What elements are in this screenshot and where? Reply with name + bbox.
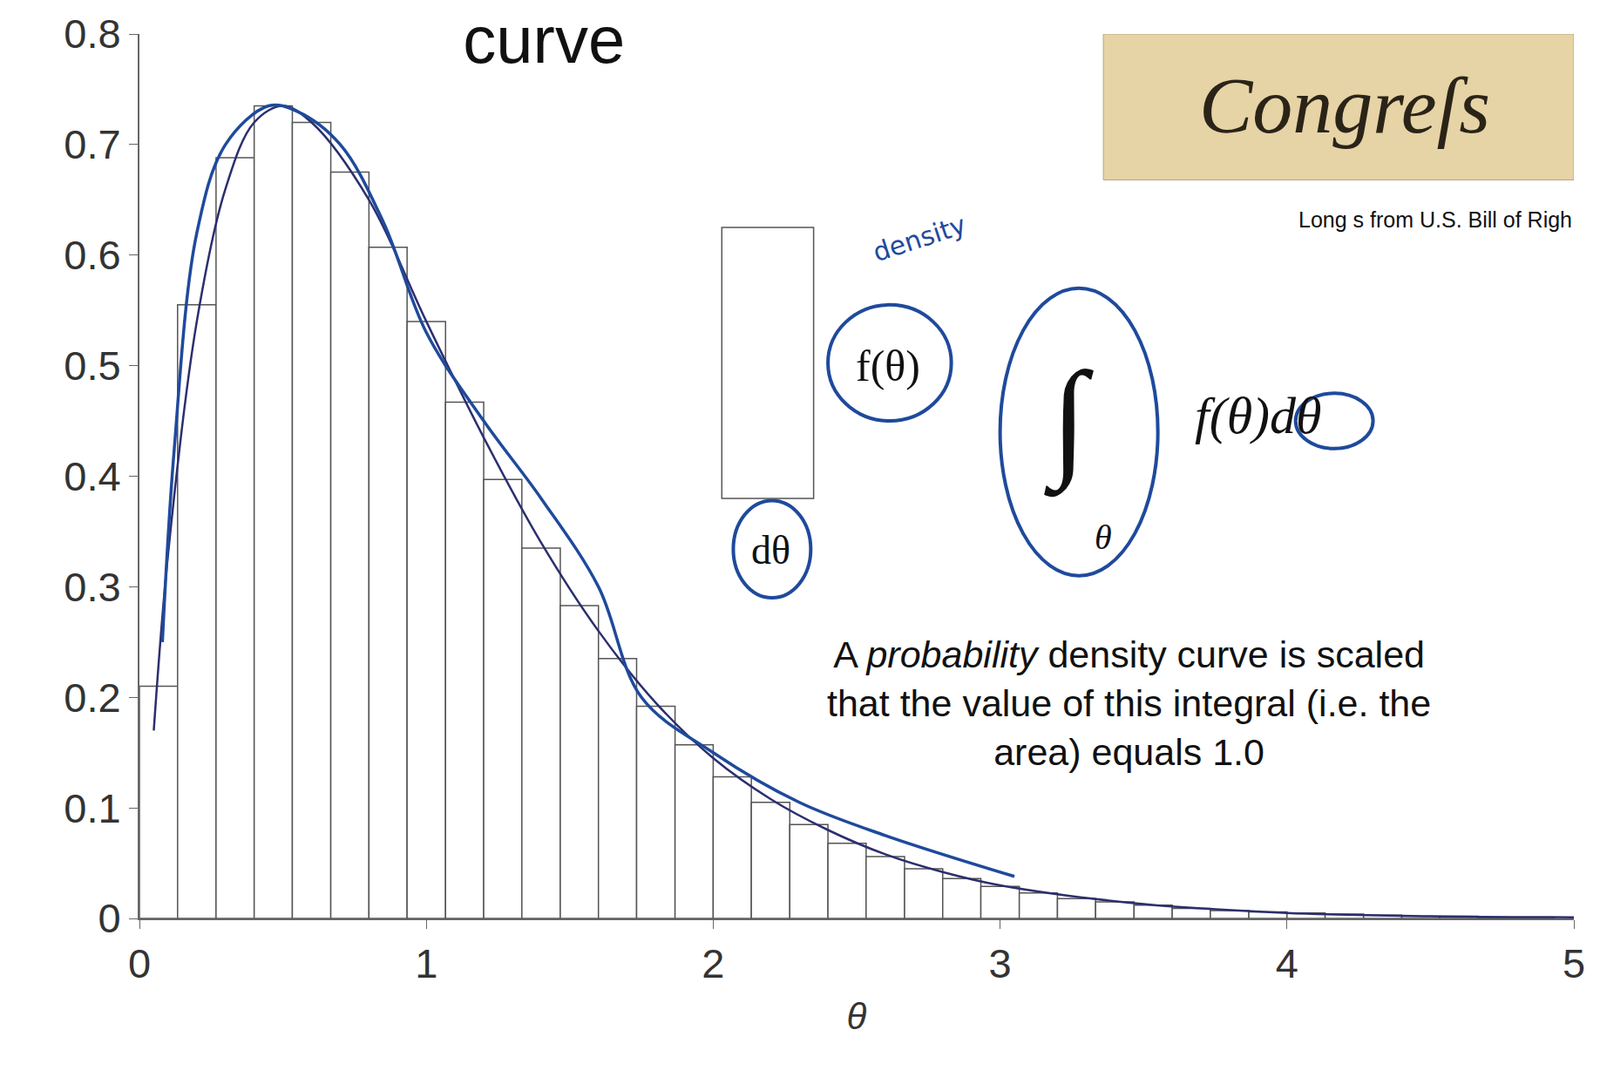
svg-text:2: 2 xyxy=(701,940,725,987)
svg-text:0.1: 0.1 xyxy=(63,785,121,832)
svg-text:θ: θ xyxy=(847,996,868,1038)
svg-text:0.6: 0.6 xyxy=(63,231,121,278)
svg-text:1: 1 xyxy=(414,940,438,987)
svg-text:0.7: 0.7 xyxy=(63,121,121,168)
svg-text:θ: θ xyxy=(1094,517,1112,557)
svg-text:4: 4 xyxy=(1275,940,1299,987)
svg-text:5: 5 xyxy=(1562,940,1586,987)
svg-text:3: 3 xyxy=(989,940,1012,987)
svg-text:∫: ∫ xyxy=(1044,345,1094,498)
svg-text:curve: curve xyxy=(462,2,625,77)
svg-text:0: 0 xyxy=(97,894,121,942)
svg-text:density: density xyxy=(868,209,970,268)
svg-text:f(θ): f(θ) xyxy=(855,341,921,391)
svg-text:0: 0 xyxy=(128,940,151,987)
svg-text:0.4: 0.4 xyxy=(63,453,121,500)
svg-text:0.3: 0.3 xyxy=(63,563,121,611)
svg-text:0.2: 0.2 xyxy=(63,674,121,721)
svg-text:f(θ)dθ: f(θ)dθ xyxy=(1194,386,1323,445)
svg-text:Long s from U.S. Bill of Righ: Long s from U.S. Bill of Righ xyxy=(1298,207,1573,232)
svg-text:0.5: 0.5 xyxy=(63,342,121,389)
svg-text:A probability density curve is: A probability density curve is scaledtha… xyxy=(827,633,1431,773)
svg-text:Congreſs: Congreſs xyxy=(1199,61,1491,150)
svg-text:dθ: dθ xyxy=(751,528,791,573)
svg-text:0.8: 0.8 xyxy=(63,10,121,57)
